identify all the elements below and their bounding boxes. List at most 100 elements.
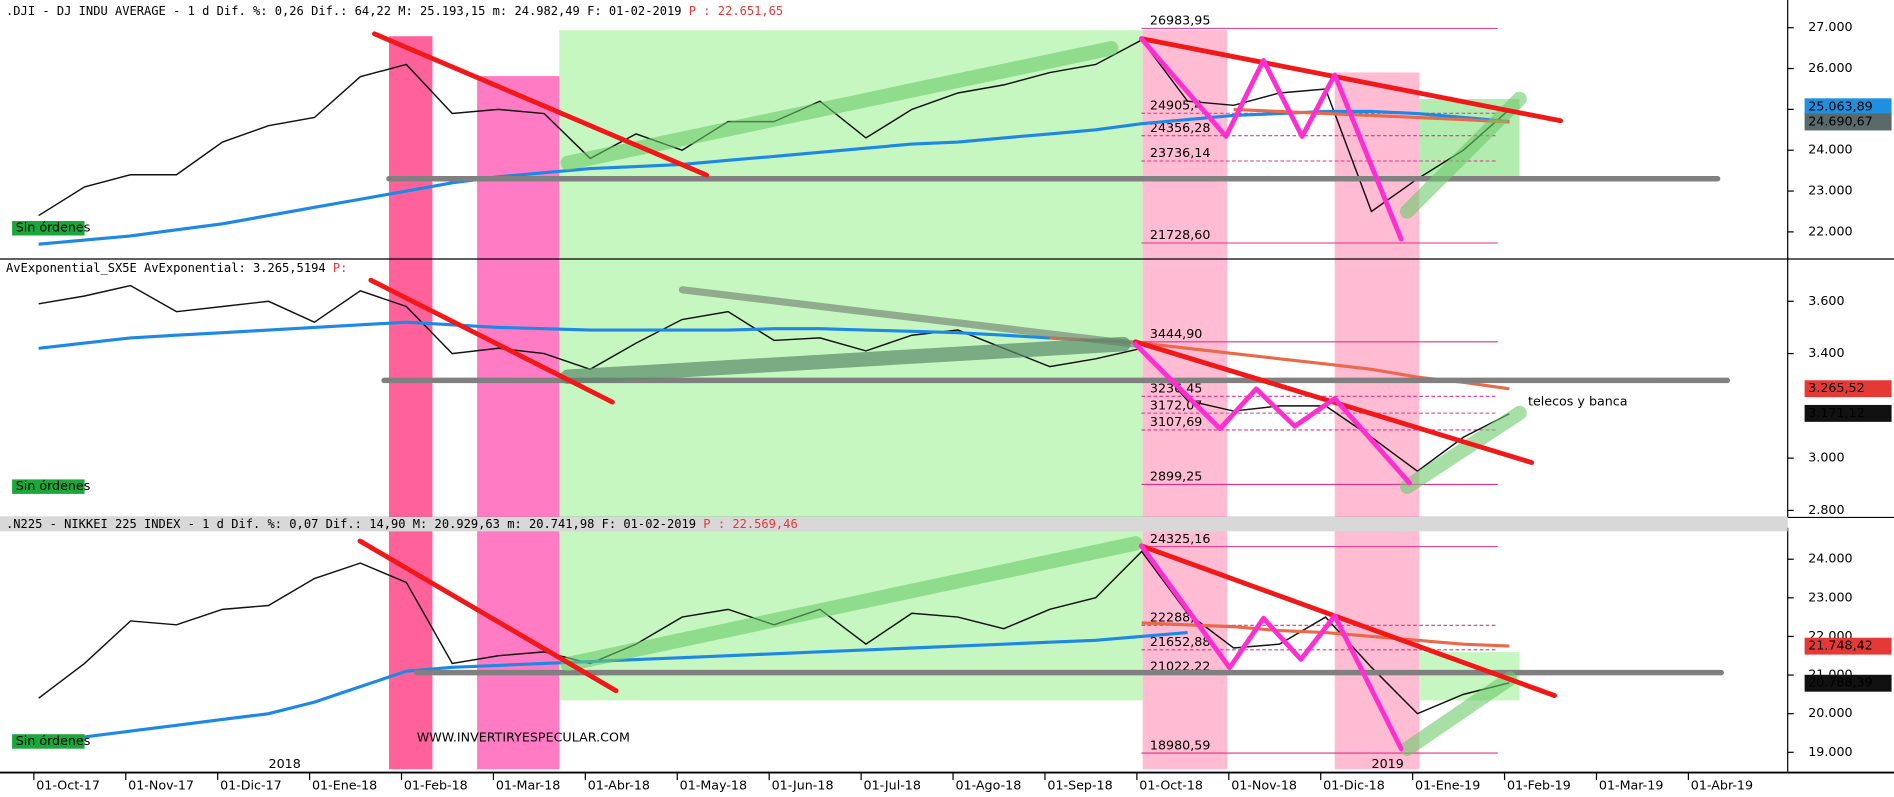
- resistance-line: [1139, 543, 1557, 698]
- watermark: WWW.INVERTIRYESPECULAR.COM: [417, 729, 630, 744]
- pink-zone: [388, 36, 433, 770]
- y-tick-label: 23.000: [1808, 589, 1852, 604]
- x-tick-label: 01-Oct-17: [36, 778, 100, 793]
- last-value-label: 21.748,42: [1808, 638, 1873, 653]
- trend-arrow: [678, 286, 1140, 348]
- x-tick-label: 01-Jul-18: [864, 778, 921, 793]
- x-tick-label: 01-Nov-17: [128, 778, 194, 793]
- level-label: 18980,59: [1150, 737, 1210, 752]
- trend-arrow: [560, 41, 1119, 171]
- x-tick-label: 01-Abr-19: [1691, 778, 1753, 793]
- x-tick-label: 01-Sep-18: [1047, 778, 1112, 793]
- x-tick-label: 01-Dic-17: [220, 778, 282, 793]
- resistance-line: [1139, 36, 1564, 124]
- level-label: 23736,14: [1150, 145, 1210, 160]
- resistance-line: [372, 31, 710, 178]
- x-tick-label: 01-Abr-18: [588, 778, 650, 793]
- status-box: [12, 220, 85, 236]
- last-value-label: 24.690,67: [1808, 114, 1873, 129]
- zigzag: [1133, 341, 1413, 486]
- zigzag: [1139, 36, 1404, 242]
- header-text: .DJI - DJ INDU AVERAGE - 1 d Dif. %: 0,2…: [6, 3, 681, 17]
- header-text: AvExponential_SX5E AvExponential: 3.265,…: [6, 261, 326, 275]
- y-tick-label: 27.000: [1808, 19, 1852, 34]
- last-value-box: [1804, 113, 1892, 131]
- zigzag: [1139, 543, 1404, 752]
- last-value-label: 20.788,39: [1808, 675, 1873, 690]
- y-tick-label: 3.600: [1808, 293, 1844, 308]
- level-label: 3107,69: [1150, 414, 1202, 429]
- panel-header: .N225 - NIKKEI 225 INDEX - 1 d Dif. %: 0…: [6, 517, 798, 531]
- trend-arrow: [1399, 91, 1527, 219]
- status-label: Sin órdenes: [16, 478, 91, 493]
- last-value-label: 3.171,12: [1808, 405, 1864, 420]
- year-label: 2019: [1372, 756, 1404, 771]
- trend-arrow: [1399, 671, 1518, 756]
- panel-header: AvExponential_SX5E AvExponential: 3.265,…: [6, 261, 347, 275]
- y-tick-label: 19.000: [1808, 744, 1852, 759]
- level-label: 3444,90: [1150, 326, 1202, 341]
- year-label: 2018: [269, 756, 301, 771]
- last-value-box: [1804, 380, 1892, 398]
- last-value-box: [1804, 404, 1892, 422]
- level-label: 24325,16: [1150, 531, 1210, 546]
- panel: 22.00023.00024.00025.00026.00027.0002698…: [0, 0, 1894, 260]
- level-label: 21652,88: [1150, 634, 1210, 649]
- x-tick-label: 01-Ago-18: [955, 778, 1021, 793]
- level-label: 2899,25: [1150, 469, 1202, 484]
- header-p: P : 22.569,46: [703, 517, 797, 531]
- y-tick-label: 23.000: [1808, 183, 1852, 198]
- trend-arrow: [560, 536, 1143, 672]
- pink-zone: [1334, 72, 1420, 770]
- resistance-line: [368, 277, 615, 405]
- x-tick-label: 01-Ene-19: [1415, 778, 1480, 793]
- annotation: telecos y banca: [1528, 394, 1628, 409]
- header-p: P : 22.651,65: [689, 3, 783, 17]
- level-label: 24356,28: [1150, 120, 1210, 135]
- y-tick-label: 22.000: [1808, 223, 1852, 238]
- level-label: 21728,60: [1150, 227, 1210, 242]
- status-box: [12, 734, 85, 749]
- x-tick-label: 01-Oct-18: [1139, 778, 1203, 793]
- level-label: 22288,: [1150, 610, 1194, 625]
- moving-average: [38, 109, 1510, 246]
- x-tick-label: 01-Mar-18: [496, 778, 561, 793]
- moving-average: [1233, 107, 1510, 124]
- status-label: Sin órdenes: [16, 733, 91, 748]
- y-tick-label: 2.800: [1808, 502, 1844, 517]
- x-tick-label: 01-Feb-19: [1507, 778, 1571, 793]
- x-tick-label: 01-Nov-18: [1231, 778, 1297, 793]
- x-tick-label: 01-Feb-18: [404, 778, 468, 793]
- last-value-box: [1804, 98, 1892, 116]
- level-label: 21022,22: [1150, 658, 1210, 673]
- status-box: [12, 479, 85, 494]
- y-tick-label: 3.000: [1808, 450, 1844, 465]
- y-tick-label: 3.400: [1808, 345, 1844, 360]
- header-band: [0, 516, 1788, 532]
- panel-header: .DJI - DJ INDU AVERAGE - 1 d Dif. %: 0,2…: [6, 3, 783, 17]
- header-p: P:: [333, 261, 348, 275]
- status-label: Sin órdenes: [16, 220, 91, 235]
- moving-average: [38, 320, 1096, 350]
- x-tick-label: 01-Dic-18: [1323, 778, 1385, 793]
- price-line: [38, 284, 1510, 473]
- y-tick-label: 24.000: [1808, 551, 1852, 566]
- x-tick-label: 01-May-18: [680, 778, 747, 793]
- header-text: .N225 - NIKKEI 225 INDEX - 1 d Dif. %: 0…: [6, 517, 696, 531]
- y-tick-label: 26.000: [1808, 60, 1852, 75]
- last-value-box: [1804, 674, 1892, 692]
- x-tick-label: 01-Ene-18: [312, 778, 377, 793]
- trend-arrow: [1399, 405, 1527, 494]
- moving-average: [1141, 621, 1510, 648]
- y-tick-label: 24.000: [1808, 142, 1852, 157]
- last-value-box: [1804, 637, 1892, 655]
- level-label: 26983,95: [1150, 13, 1210, 28]
- trend-arrow: [560, 336, 1131, 385]
- last-value-label: 25.063,89: [1808, 98, 1873, 113]
- last-value-label: 3.265,52: [1808, 380, 1864, 395]
- x-tick-label: 01-Jun-18: [772, 778, 834, 793]
- x-tick-label: 01-Mar-19: [1599, 778, 1664, 793]
- resistance-line: [357, 538, 619, 694]
